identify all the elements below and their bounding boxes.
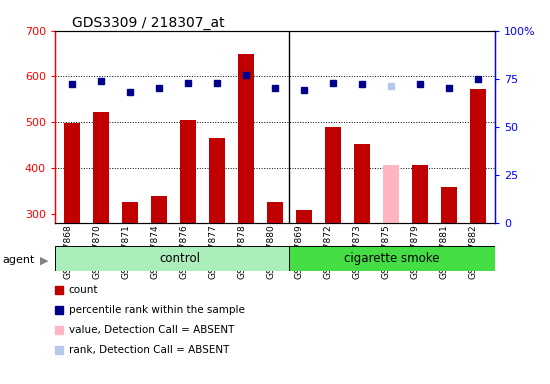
Bar: [289, 246, 495, 271]
Bar: [383, 165, 399, 223]
Text: cigarette smoke: cigarette smoke: [344, 252, 440, 265]
Bar: [55, 246, 289, 271]
Bar: [238, 55, 254, 223]
Bar: [64, 123, 80, 223]
Bar: [354, 144, 370, 223]
Text: ▶: ▶: [40, 255, 48, 265]
Bar: [180, 120, 196, 223]
Bar: [470, 89, 486, 223]
Text: control: control: [159, 252, 200, 265]
Text: percentile rank within the sample: percentile rank within the sample: [69, 305, 245, 315]
Bar: [296, 210, 312, 223]
Text: rank, Detection Call = ABSENT: rank, Detection Call = ABSENT: [69, 345, 229, 355]
Text: count: count: [69, 285, 98, 295]
Text: agent: agent: [3, 255, 35, 265]
Bar: [94, 112, 109, 223]
Text: GDS3309 / 218307_at: GDS3309 / 218307_at: [72, 16, 224, 30]
Bar: [412, 165, 428, 223]
Text: value, Detection Call = ABSENT: value, Detection Call = ABSENT: [69, 325, 234, 335]
Bar: [209, 138, 225, 223]
Bar: [151, 196, 167, 223]
Bar: [441, 187, 456, 223]
Bar: [267, 202, 283, 223]
Bar: [325, 127, 341, 223]
Bar: [122, 202, 138, 223]
